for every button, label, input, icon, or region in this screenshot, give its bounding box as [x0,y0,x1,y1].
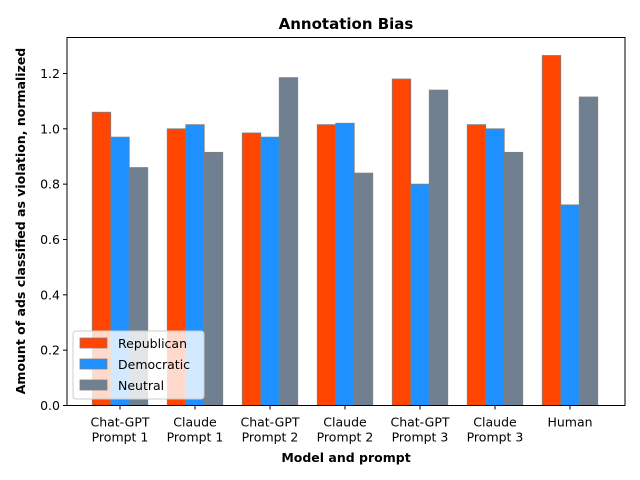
legend-label-neutral: Neutral [118,378,164,393]
bar-neutral-7 [578,96,599,406]
bar-republican-6 [466,124,487,406]
x-tick-label-line: Chat-GPT [240,415,299,430]
x-tick-label: Human [547,415,592,430]
y-tick-label: 0.4 [40,287,60,302]
x-tick-label: Chat-GPT Prompt 3 [390,415,449,445]
x-tick-label-line: Claude [473,415,517,430]
y-axis-ticks: 0.0 0.2 0.4 0.6 0.8 1.0 1.2 [40,66,67,413]
x-tick-label-line: Prompt 1 [92,430,149,445]
x-tick-label: Chat-GPT Prompt 2 [240,415,299,445]
y-tick-label: 0.6 [40,232,60,247]
bar-republican-3 [241,132,262,406]
y-tick-label: 1.0 [40,121,60,136]
x-tick-label-line: Chat-GPT [390,415,449,430]
legend: Republican Democratic Neutral [72,330,205,400]
bar-democratic-5 [410,183,430,406]
bar-democratic-7 [560,204,580,406]
bar-republican-7 [541,55,562,406]
x-tick-label-line: Prompt 2 [317,430,374,445]
x-tick-label-line: Prompt 2 [242,430,299,445]
bar-neutral-5 [428,89,449,406]
y-tick-label: 0.0 [40,398,60,413]
legend-label-democratic: Democratic [118,357,190,372]
legend-label-republican: Republican [118,336,187,351]
x-tick-label: Claude Prompt 2 [317,415,374,445]
x-tick-label-line: Prompt 3 [467,430,524,445]
bar-democratic-3 [260,136,280,406]
y-axis-label: Amount of ads classified as violation, n… [13,48,28,395]
x-tick-label-line: Human [547,415,592,430]
plot-frame [66,37,626,406]
x-tick-label-line: Claude [323,415,367,430]
bar-democratic-4 [335,122,355,406]
bar-republican-5 [391,78,412,406]
y-tick-label: 1.2 [40,66,60,81]
x-tick-label-line: Prompt 3 [392,430,449,445]
bar-neutral-3 [278,77,299,406]
chart-title: Annotation Bias [279,15,414,33]
legend-swatch-neutral [79,379,108,391]
x-tick-label-line: Chat-GPT [90,415,149,430]
y-tick-label: 0.8 [40,177,60,192]
x-axis-label: Model and prompt [281,450,410,465]
bar-democratic-6 [485,128,505,406]
x-tick-label: Chat-GPT Prompt 1 [90,415,149,445]
bar-neutral-2 [203,151,224,406]
x-tick-label-line: Claude [173,415,217,430]
legend-swatch-republican [79,337,108,349]
x-tick-label: Claude Prompt 1 [167,415,224,445]
bar-republican-4 [316,124,337,406]
y-tick-label: 0.2 [40,343,60,358]
x-tick-label: Claude Prompt 3 [467,415,524,445]
bar-neutral-4 [353,172,374,406]
legend-swatch-democratic [79,358,108,370]
x-tick-label-line: Prompt 1 [167,430,224,445]
bar-neutral-6 [503,151,524,406]
